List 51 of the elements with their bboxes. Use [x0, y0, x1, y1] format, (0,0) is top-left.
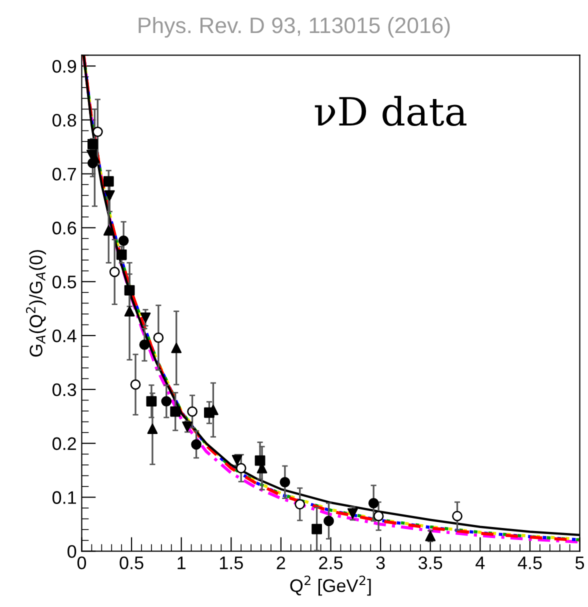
x-axis-title: Q$^{2}$ [GeV$^{2}$]: [290, 576, 371, 596]
point: [161, 396, 172, 406]
point: [280, 476, 290, 488]
y-tick-label: 0: [68, 545, 76, 558]
x-tick-label: 4.5: [518, 556, 542, 570]
y-tick-label: 0.5: [52, 276, 76, 288]
y-tick-label: 0.4: [52, 329, 76, 342]
point: [124, 285, 135, 296]
point: [373, 510, 384, 522]
annotation: νD data: [314, 96, 466, 126]
point: [171, 342, 182, 354]
point: [140, 312, 151, 323]
point: [146, 396, 157, 406]
point: [139, 340, 150, 350]
x-tick-label: 0.5: [120, 556, 144, 570]
y-tick-label: 0.1: [52, 491, 76, 504]
point: [153, 332, 164, 343]
x-tick-label: 2: [276, 556, 286, 570]
point: [452, 510, 462, 522]
point: [187, 406, 198, 417]
x-tick-label: 3.5: [418, 556, 442, 570]
point: [103, 225, 114, 236]
point: [294, 499, 306, 510]
y-tick-label: 0.2: [52, 437, 76, 450]
x-tick-label: 0: [77, 556, 86, 570]
point: [254, 455, 266, 466]
point: [324, 516, 334, 526]
chart-title: Phys. Rev. D 93, 113015 (2016): [138, 16, 450, 38]
x-tick-label: 1: [178, 556, 186, 570]
y-axis-title: G$_{A}$(Q$^{2}$)/G$_{A}$(0): [26, 250, 46, 357]
point: [109, 266, 120, 278]
point: [147, 424, 158, 434]
point: [191, 439, 202, 450]
x-tick-label: 3: [376, 556, 385, 570]
point: [130, 379, 141, 390]
y-tick-label: 0.7: [52, 168, 76, 181]
point: [312, 524, 322, 534]
point: [425, 530, 436, 542]
y-tick-label: 0.6: [52, 222, 76, 234]
point: [170, 406, 181, 417]
point: [347, 508, 358, 519]
x-tick-label: 5: [575, 556, 584, 570]
point: [92, 126, 103, 137]
point: [368, 498, 379, 508]
x-tick-label: 2.5: [319, 556, 343, 570]
x-tick-label: 1.5: [220, 556, 243, 570]
y-tick-label: 0.3: [52, 383, 76, 396]
x-tick-label: 4: [476, 556, 485, 570]
point: [103, 176, 114, 187]
y-tick-label: 0.9: [52, 60, 76, 73]
y-tick-label: 0.8: [52, 114, 76, 127]
